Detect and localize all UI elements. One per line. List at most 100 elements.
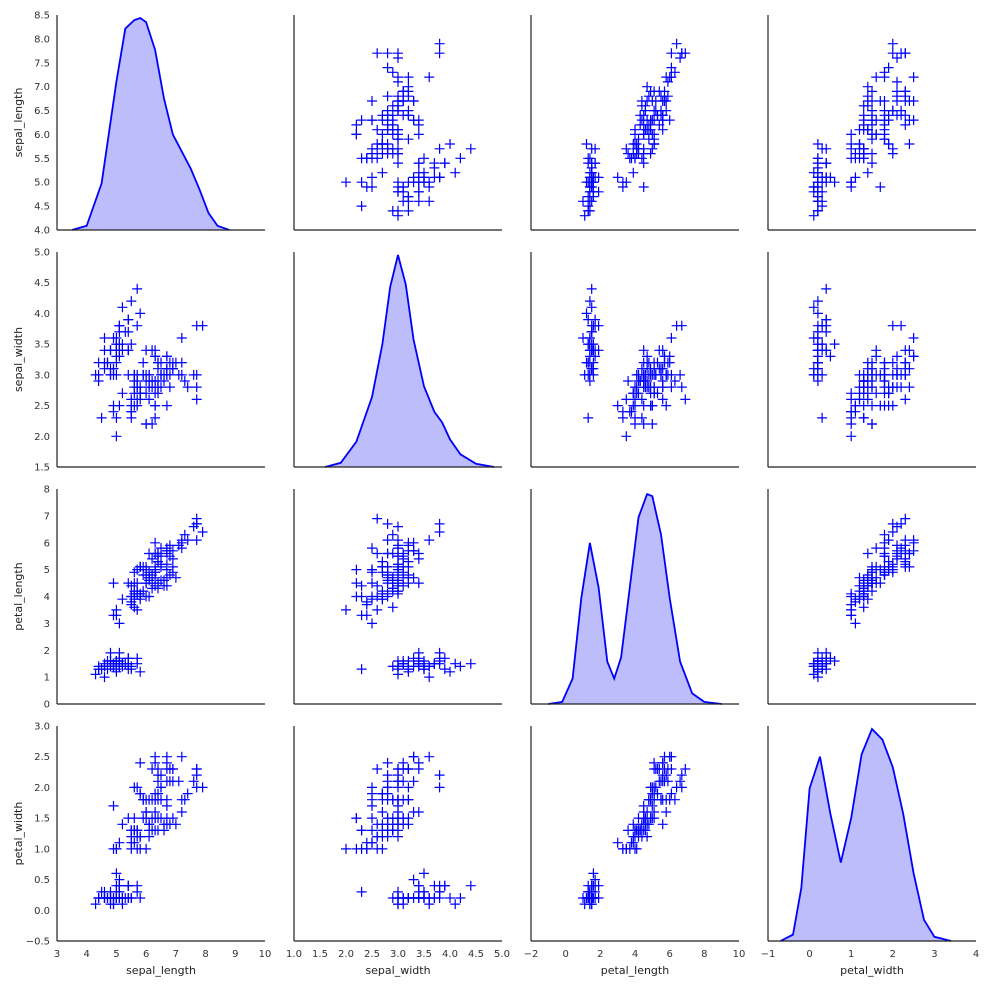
scatter-point (382, 535, 393, 546)
scatter-point (862, 100, 873, 111)
scatter-point (153, 551, 163, 562)
scatter-point (654, 345, 665, 356)
scatter-point (111, 610, 122, 621)
scatter-point (111, 868, 122, 879)
scatter-point (393, 521, 403, 532)
scatter-point (108, 899, 119, 910)
scatter-point (883, 535, 894, 546)
x-tick-label: 3.5 (416, 949, 432, 960)
scatter-point (120, 893, 131, 903)
scatter-point (584, 893, 595, 903)
scatter-point (630, 394, 640, 405)
scatter-point (671, 782, 682, 793)
scatter-point (141, 570, 152, 580)
scatter-point (623, 376, 634, 386)
y-tick-label: 3.0 (34, 722, 50, 733)
scatter-point (846, 599, 857, 610)
scatter-point (144, 819, 155, 830)
y-tick-label: 0 (44, 700, 50, 711)
scatter-point (628, 167, 639, 178)
scatter-point (413, 196, 424, 207)
y-tick-label: 3.5 (34, 340, 50, 351)
scatter-point (93, 369, 104, 380)
scatter-point (377, 129, 388, 140)
scatter-point (377, 561, 388, 572)
scatter-point (434, 880, 445, 891)
scatter-point (617, 843, 628, 854)
scatter-point (424, 751, 435, 762)
scatter-point (900, 540, 911, 551)
scatter-point (879, 561, 890, 572)
panel-petal_width-vs-petal_width: −1 0 1 2 3 4 petal_width (761, 726, 979, 977)
x-tick-label: 2.0 (338, 949, 354, 960)
scatter-point (654, 776, 665, 787)
scatter-point (661, 72, 672, 83)
scatter-point (382, 825, 393, 836)
scatter-point (649, 134, 660, 145)
scatter-point (867, 96, 877, 106)
x-tick-label: 1 (848, 949, 854, 960)
scatter-point (817, 412, 828, 423)
y-tick-label: 1 (44, 673, 50, 684)
panel-petal_width-vs-sepal_width: 1.0 1.5 2.0 2.5 3.0 3.5 4.0 4.5 5.0 sepal_width (286, 726, 510, 977)
scatter-point (584, 333, 595, 343)
scatter-point (434, 770, 445, 781)
scatter-point (896, 382, 907, 393)
scatter-point (144, 394, 155, 405)
scatter-point (126, 394, 137, 405)
scatter-point (638, 182, 649, 192)
scatter-point (182, 535, 193, 546)
scatter-point (351, 591, 362, 602)
scatter-point (170, 572, 181, 583)
scatter-point (367, 825, 377, 836)
scatter-point (367, 813, 377, 824)
scatter-point (403, 196, 414, 207)
scatter-point (871, 72, 882, 83)
scatter-point (408, 545, 419, 556)
scatter-point (135, 666, 146, 677)
scatter-point (650, 782, 661, 793)
scatter-point (628, 819, 639, 830)
scatter-point (434, 172, 445, 183)
scatter-point (176, 357, 187, 368)
scatter-point (179, 529, 190, 540)
scatter-point (445, 666, 455, 677)
scatter-point (413, 158, 424, 169)
scatter-point (387, 602, 398, 613)
scatter-point (666, 62, 677, 73)
scatter-point (638, 800, 649, 811)
panel-petal_length-vs-sepal_length: 0 1 2 3 4 5 6 7 8 petal_length (12, 485, 265, 711)
scatter-point (156, 559, 166, 570)
scatter-point (631, 382, 642, 393)
x-tick-label: 10 (733, 949, 746, 960)
scatter-point (167, 363, 178, 374)
scatter-point (161, 400, 172, 411)
scatter-point (117, 594, 128, 605)
scatter-point (662, 357, 673, 368)
scatter-point (808, 167, 819, 178)
scatter-point (132, 886, 143, 897)
x-tick-label: 4.0 (442, 949, 458, 960)
scatter-point (858, 119, 869, 130)
scatter-point (356, 843, 367, 854)
scatter-point (825, 351, 836, 362)
scatter-point (586, 363, 597, 374)
y-tick-label: 6 (44, 538, 50, 549)
scatter-point (862, 394, 873, 405)
scatter-point (372, 48, 383, 59)
scatter-point (583, 205, 594, 216)
scatter-point (191, 394, 202, 405)
scatter-point (367, 618, 377, 629)
scatter-point (419, 656, 429, 666)
scatter-point (413, 186, 424, 197)
scatter-point (150, 537, 161, 548)
scatter-point (908, 333, 919, 343)
scatter-point (147, 553, 158, 564)
scatter-point (176, 807, 187, 817)
scatter-point (588, 339, 599, 350)
scatter-point (647, 800, 658, 811)
scatter-point (867, 561, 877, 572)
scatter-point (123, 813, 134, 824)
scatter-point (197, 782, 208, 793)
scatter-point (900, 513, 911, 524)
